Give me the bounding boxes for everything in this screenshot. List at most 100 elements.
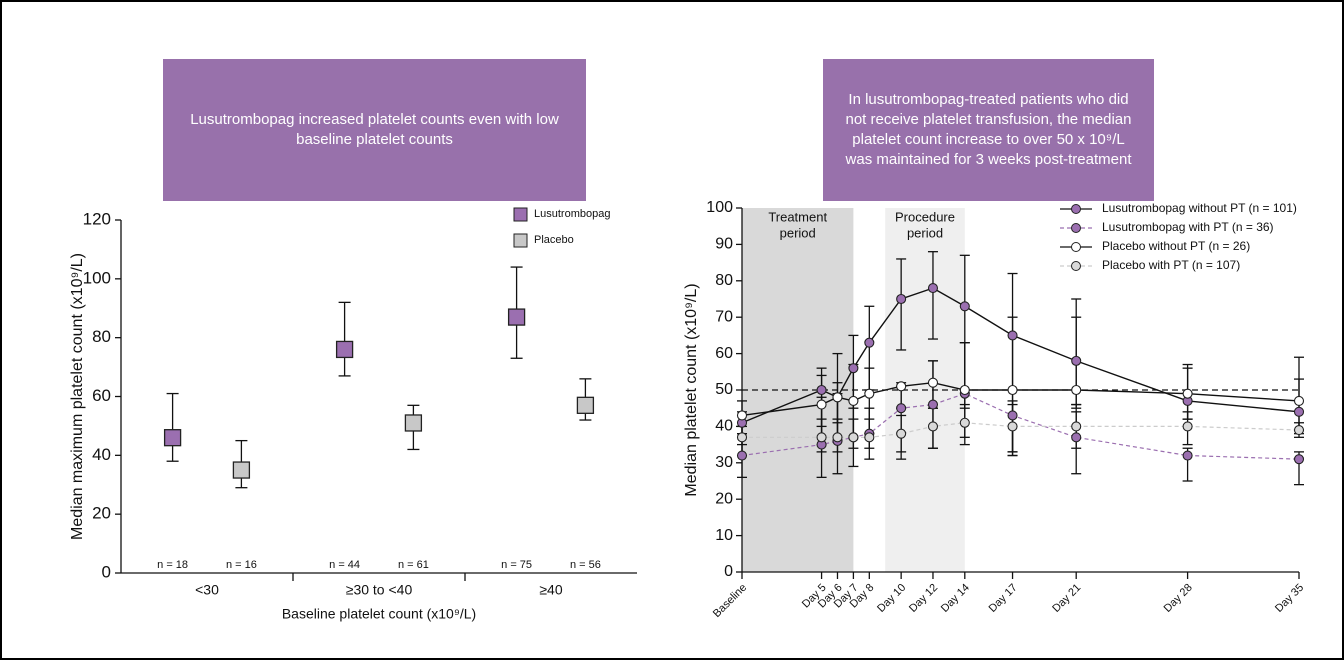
- y-tick-label: 40: [92, 445, 111, 464]
- y-tick-label: 50: [715, 381, 733, 398]
- point: [1007, 384, 1018, 396]
- point: [1293, 454, 1305, 465]
- chart-title: Lusutrombopag increased platelet counts …: [163, 59, 586, 201]
- point: [1071, 421, 1082, 432]
- y-tick-label: 90: [715, 236, 733, 253]
- y-tick-label: 120: [83, 209, 111, 228]
- legend-label: Placebo without PT (n = 26): [1102, 239, 1250, 253]
- y-tick-label: 60: [715, 345, 733, 362]
- n-label: n = 16: [226, 559, 257, 571]
- point: [896, 428, 907, 439]
- x-tick-label: Day 14: [939, 582, 972, 615]
- legend-label: Placebo with PT (n = 107): [1102, 258, 1240, 272]
- chart-title: In lusutrombopag-treated patients who di…: [823, 59, 1154, 201]
- region-label: Procedure: [895, 209, 955, 224]
- region-label: period: [780, 225, 816, 240]
- x-tick-label: <30: [195, 582, 219, 598]
- legend-swatch: [513, 233, 528, 248]
- point: [927, 283, 939, 294]
- y-tick-label: 80: [715, 272, 733, 289]
- point: [896, 293, 907, 305]
- y-tick-label: 20: [715, 490, 733, 507]
- point: [864, 432, 875, 443]
- x-tick-label: ≥30 to <40: [346, 582, 413, 598]
- y-tick-label: 60: [92, 386, 111, 405]
- y-tick-label: 100: [83, 268, 111, 287]
- point: [1071, 384, 1082, 396]
- point: [736, 450, 748, 461]
- point: [927, 399, 939, 410]
- point: [1293, 424, 1305, 436]
- y-tick-label: 0: [724, 563, 733, 580]
- point: [896, 403, 907, 414]
- point: [927, 421, 939, 432]
- median-marker: [335, 340, 354, 359]
- point: [1293, 406, 1305, 417]
- point: [1182, 388, 1193, 399]
- x-tick-label: Baseline: [711, 582, 749, 620]
- point: [896, 381, 907, 392]
- point: [1007, 330, 1018, 341]
- point: [1293, 395, 1305, 406]
- point: [736, 432, 748, 443]
- point: [864, 337, 875, 348]
- point: [864, 388, 875, 399]
- point: [832, 432, 843, 443]
- x-axis-label: Baseline platelet count (x10⁹/L): [282, 606, 476, 622]
- point: [848, 432, 859, 443]
- point: [1071, 432, 1082, 443]
- x-tick-label: Day 21: [1050, 582, 1083, 615]
- legend-marker: [1071, 261, 1081, 271]
- median-marker: [163, 429, 182, 447]
- n-label: n = 56: [570, 559, 601, 571]
- region-label: Treatment: [768, 209, 827, 224]
- x-tick-label: Day 10: [875, 582, 908, 615]
- x-tick-label: Day 12: [907, 582, 940, 615]
- point: [959, 384, 970, 396]
- median-marker: [232, 461, 251, 479]
- point: [959, 417, 970, 428]
- y-tick-label: 40: [715, 418, 733, 435]
- point: [1007, 421, 1018, 432]
- point: [816, 432, 827, 443]
- x-tick-label: Day 35: [1273, 582, 1306, 615]
- median-marker: [576, 396, 595, 414]
- legend-label: Lusutrombopag without PT (n = 101): [1102, 201, 1297, 215]
- n-label: n = 75: [501, 559, 532, 571]
- y-tick-label: 10: [715, 527, 733, 544]
- point: [1007, 410, 1018, 421]
- n-label: n = 18: [157, 559, 188, 571]
- point: [1071, 355, 1082, 366]
- median-marker: [507, 308, 526, 326]
- y-tick-label: 30: [715, 454, 733, 471]
- y-tick-label: 70: [715, 308, 733, 325]
- point: [959, 301, 970, 312]
- legend-label: Placebo: [534, 234, 574, 246]
- n-label: n = 61: [398, 559, 429, 571]
- legend-label: Lusutrombopag: [534, 208, 610, 220]
- x-tick-label: Day 17: [987, 582, 1020, 615]
- x-tick-label: ≥40: [539, 582, 562, 598]
- point: [848, 395, 859, 406]
- point: [816, 399, 827, 410]
- y-tick-label: 20: [92, 504, 111, 523]
- legend-swatch: [513, 207, 528, 222]
- legend-marker: [1071, 223, 1081, 233]
- y-tick-label: 0: [102, 562, 111, 581]
- x-tick-label: Day 28: [1162, 582, 1195, 615]
- y-tick-label: 100: [706, 199, 733, 216]
- y-axis-label: Median maximum platelet count (x10⁹/L): [69, 253, 86, 540]
- legend-marker: [1071, 242, 1081, 252]
- region-label: period: [907, 225, 943, 240]
- median-marker: [404, 414, 423, 432]
- n-label: n = 44: [329, 559, 360, 571]
- y-axis-label: Median platelet count (x10⁹/L): [683, 283, 700, 496]
- point: [1182, 421, 1193, 432]
- legend-label: Lusutrombopag with PT (n = 36): [1102, 220, 1274, 234]
- point: [927, 377, 939, 388]
- point: [832, 392, 843, 403]
- point: [1182, 450, 1193, 461]
- point: [816, 384, 827, 396]
